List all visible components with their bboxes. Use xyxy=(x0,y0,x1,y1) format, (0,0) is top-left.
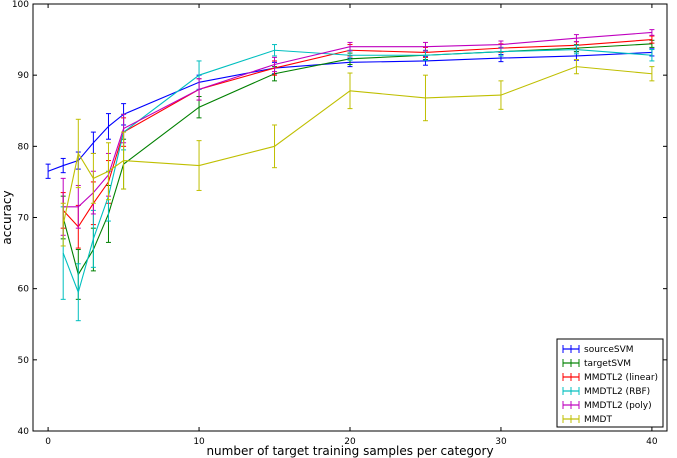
legend-label: MMDTL2 (RBF) xyxy=(584,387,650,397)
legend-item: MMDTL2 (linear) xyxy=(562,373,658,383)
series-line xyxy=(62,39,652,228)
legend-label: MMDT xyxy=(584,415,612,425)
legend: sourceSVM targetSVM MMDTL2 (linear) MMDTL2 … xyxy=(556,338,664,428)
legend-label: MMDTL2 (poly) xyxy=(584,401,652,411)
y-tick-label: 80 xyxy=(18,142,30,152)
legend-label: MMDTL2 (linear) xyxy=(584,373,658,383)
y-tick-label: 50 xyxy=(18,356,30,366)
legend-box xyxy=(556,338,664,428)
series-targetsvm xyxy=(60,39,655,300)
legend-label: targetSVM xyxy=(584,359,631,369)
series-line xyxy=(63,31,652,208)
legend-item: sourceSVM xyxy=(562,345,634,355)
legend-item: MMDT xyxy=(562,415,612,425)
plot-area xyxy=(45,29,655,322)
x-tick-label: 20 xyxy=(344,437,356,447)
y-tick-label: 60 xyxy=(18,285,30,295)
series-sourcesvm xyxy=(45,48,655,179)
series-mmdtl2-poly xyxy=(60,29,655,236)
series-group xyxy=(45,29,655,322)
legend-item: targetSVM xyxy=(562,359,631,369)
y-tick-label: 90 xyxy=(18,71,30,81)
y-tick-label: 100 xyxy=(12,0,29,10)
series-line xyxy=(62,48,652,294)
y-tick-label: 40 xyxy=(18,427,30,437)
x-axis-label: number of target training samples per ca… xyxy=(206,444,493,458)
x-tick-label: 30 xyxy=(495,437,507,447)
series-line xyxy=(62,43,652,276)
y-tick-label: 70 xyxy=(18,214,30,224)
series-mmdtl2-rbf xyxy=(60,44,655,322)
x-tick-label: 10 xyxy=(193,437,205,447)
series-mmdt xyxy=(60,59,655,247)
series-line xyxy=(62,66,652,225)
axis-ticks: 0 10 20 30 40 40 50 60 70 80 90 100 xyxy=(12,0,667,447)
legend-item: MMDTL2 (RBF) xyxy=(562,387,650,397)
legend-item: MMDTL2 (poly) xyxy=(562,401,652,411)
x-tick-label: 40 xyxy=(646,437,658,447)
legend-label: sourceSVM xyxy=(584,345,634,355)
x-tick-label: 0 xyxy=(45,437,51,447)
series-mmdtl2-linear xyxy=(60,35,655,249)
y-axis-label: accuracy xyxy=(0,190,14,244)
